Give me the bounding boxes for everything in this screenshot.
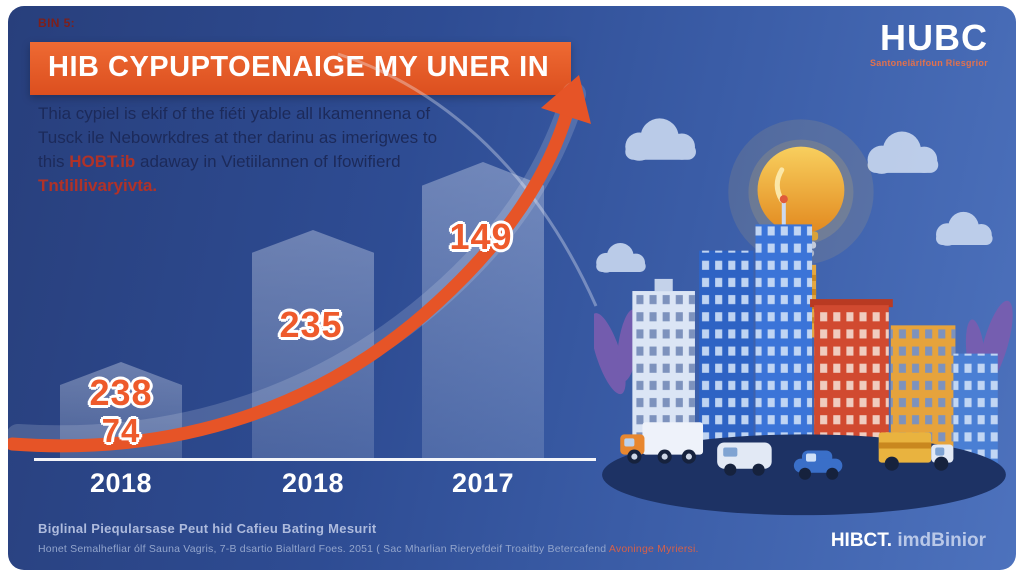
truck-icon bbox=[878, 432, 954, 471]
logo-text: HUBC bbox=[880, 17, 988, 58]
page-title: HIB CYPUPTOENAIGE MY UNER IN bbox=[48, 51, 550, 83]
car-icon bbox=[793, 450, 843, 480]
logo-tagline: Santonelärifoun Riesgrior bbox=[869, 58, 988, 68]
city-illustration bbox=[594, 118, 1013, 516]
title-banner: HIB CYPUPTOENAIGE MY UNER IN bbox=[30, 42, 572, 95]
x-axis-label: 2018 bbox=[89, 468, 153, 498]
axis-baseline bbox=[34, 458, 596, 461]
truck-icon bbox=[620, 422, 704, 464]
value-label: 74 bbox=[101, 412, 141, 449]
cloud-icon bbox=[596, 118, 993, 273]
footer-text-highlight: Avoninge Myriersi. bbox=[608, 543, 699, 555]
lightbulb-icon bbox=[728, 119, 874, 265]
trend-arrowhead bbox=[541, 75, 591, 124]
kicker-label: BIN 5: bbox=[38, 16, 76, 30]
bar-chart: 238 74 235 149 2018 2018 2017 bbox=[8, 6, 608, 570]
van-icon bbox=[717, 442, 772, 476]
value-label: 149 bbox=[449, 216, 513, 257]
footer-brand-light: imdBinior bbox=[892, 530, 986, 551]
footer-line-1: Biglinal Pieqularsase Peut hid Cafieu Ba… bbox=[38, 521, 377, 536]
footer-text: Honet Semalhefliar ólf Sauna Vagris, 7-B… bbox=[38, 543, 609, 555]
footer-brand-bold: HIBCT. bbox=[830, 530, 893, 551]
footer-brand: HIBCT. imdBinior bbox=[831, 530, 986, 552]
vehicles bbox=[620, 422, 954, 480]
value-label: 235 bbox=[279, 304, 343, 345]
value-label: 238 bbox=[89, 372, 153, 413]
x-axis-label: 2018 bbox=[281, 468, 345, 498]
infographic-panel: BIN 5: HIB CYPUPTOENAIGE MY UNER IN Thia… bbox=[8, 6, 1016, 570]
x-axis-label: 2017 bbox=[451, 468, 515, 498]
chart-bar bbox=[422, 162, 544, 458]
footer-line-2: Honet Semalhefliar ólf Sauna Vagris, 7-B… bbox=[38, 543, 699, 555]
brand-logo: HUBC Santonelärifoun Riesgrior bbox=[869, 17, 988, 69]
